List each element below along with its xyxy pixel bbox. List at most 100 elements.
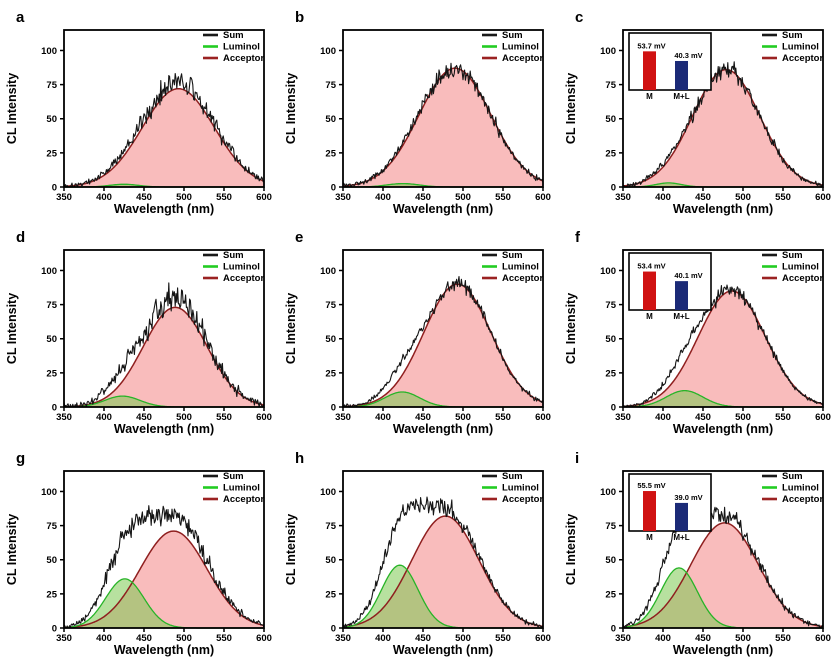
x-tick-label: 450 <box>695 633 711 644</box>
legend-label-sum: Sum <box>782 30 803 41</box>
legend-label-acceptor: Acceptor <box>223 494 264 505</box>
y-tick-label: 0 <box>611 183 616 194</box>
inset-bar-m+l <box>675 60 688 90</box>
legend-label-sum: Sum <box>782 250 803 261</box>
inset-box <box>628 32 712 91</box>
inset-bar-category: M <box>646 92 653 101</box>
panel-c-chart: c 350 400 450 500 550 600 0 25 50 75 100 Wavelength … <box>564 9 831 216</box>
y-tick-label: 75 <box>325 80 336 91</box>
legend-label-acceptor: Acceptor <box>782 494 823 505</box>
y-tick-label: 75 <box>46 521 57 532</box>
x-axis-label: Wavelength (nm) <box>673 202 773 216</box>
panel-i-chart: i 350 400 450 500 550 600 0 25 50 75 100 Wavelength … <box>564 450 831 657</box>
x-axis-label: Wavelength (nm) <box>393 643 493 657</box>
sum-curve <box>63 72 265 188</box>
legend-label-luminol: Luminol <box>223 483 260 494</box>
inset-box <box>628 252 712 311</box>
x-tick-label: 400 <box>96 192 112 203</box>
y-tick-label: 100 <box>600 46 616 57</box>
inset-bar-value: 53.4 mV <box>637 262 665 271</box>
acceptor-curve <box>343 283 544 408</box>
panel-b-chart: b 350 400 450 500 550 600 0 25 50 75 100 Wavelength … <box>284 9 551 216</box>
x-tick-label: 600 <box>256 192 272 203</box>
acceptor-fill-area <box>343 284 543 407</box>
panel-letter: a <box>16 9 25 26</box>
y-tick-label: 25 <box>46 368 57 379</box>
x-tick-label: 550 <box>775 412 791 423</box>
inset-bar-value: 39.0 mV <box>674 493 702 502</box>
x-tick-label: 550 <box>495 633 511 644</box>
y-tick-label: 0 <box>331 624 336 635</box>
x-tick-label: 350 <box>335 412 351 423</box>
acceptor-fill-area <box>64 307 264 407</box>
y-tick-label: 100 <box>600 487 616 498</box>
panel-b: b 350 400 450 500 550 600 0 25 50 75 100 Wavelength … <box>279 0 558 225</box>
plot-frame <box>622 29 824 188</box>
inset-bar-m+l <box>675 281 688 310</box>
x-axis-label: Wavelength (nm) <box>393 422 493 436</box>
legend-label-sum: Sum <box>502 30 523 41</box>
x-tick-label: 450 <box>695 412 711 423</box>
y-axis-label: CL Intensity <box>5 514 19 585</box>
y-tick-label: 0 <box>52 624 57 635</box>
panel-c: c 350 400 450 500 550 600 0 25 50 75 100 Wavelength … <box>559 0 838 225</box>
luminol-fill-area <box>64 578 264 628</box>
x-tick-label: 350 <box>615 192 631 203</box>
legend-label-acceptor: Acceptor <box>782 53 823 64</box>
y-axis-label: CL Intensity <box>564 293 578 364</box>
luminol-fill-area <box>343 392 543 407</box>
inset-bar-m <box>643 51 656 90</box>
x-tick-label: 400 <box>96 633 112 644</box>
y-tick-label: 25 <box>325 148 336 159</box>
y-tick-label: 25 <box>46 589 57 600</box>
x-tick-label: 450 <box>695 192 711 203</box>
legend-label-luminol: Luminol <box>502 262 539 273</box>
sum-curve <box>342 62 544 188</box>
y-tick-label: 50 <box>325 555 336 566</box>
sum-curve <box>622 61 824 188</box>
luminol-fill-area <box>64 396 264 407</box>
x-tick-label: 400 <box>655 633 671 644</box>
plot-frame <box>622 470 824 629</box>
plot-frame <box>63 470 265 629</box>
luminol-fill-area <box>623 182 823 187</box>
y-tick-label: 100 <box>320 266 336 277</box>
x-tick-label: 500 <box>735 633 751 644</box>
x-tick-label: 500 <box>176 412 192 423</box>
x-tick-label: 500 <box>455 192 471 203</box>
sum-curve <box>622 284 824 408</box>
y-tick-label: 75 <box>325 521 336 532</box>
legend-label-acceptor: Acceptor <box>502 273 543 284</box>
x-tick-label: 450 <box>136 412 152 423</box>
x-axis-label: Wavelength (nm) <box>114 643 214 657</box>
acceptor-fill-area <box>64 88 264 187</box>
y-tick-label: 50 <box>46 114 57 125</box>
y-axis-label: CL Intensity <box>564 514 578 585</box>
inset-bar-value: 53.7 mV <box>637 41 665 50</box>
x-tick-label: 400 <box>375 192 391 203</box>
x-tick-label: 350 <box>615 412 631 423</box>
x-tick-label: 600 <box>535 412 551 423</box>
x-tick-label: 350 <box>56 412 72 423</box>
y-tick-label: 100 <box>41 46 57 57</box>
y-tick-label: 100 <box>320 487 336 498</box>
x-tick-label: 350 <box>56 192 72 203</box>
legend-label-acceptor: Acceptor <box>502 53 543 64</box>
legend-label-luminol: Luminol <box>782 483 819 494</box>
y-tick-label: 75 <box>46 80 57 91</box>
y-axis-label: CL Intensity <box>5 73 19 144</box>
x-tick-label: 400 <box>375 412 391 423</box>
x-tick-label: 400 <box>655 192 671 203</box>
y-tick-label: 75 <box>325 300 336 311</box>
plot-frame <box>622 249 824 408</box>
y-tick-label: 100 <box>600 266 616 277</box>
panel-h: h 350 400 450 500 550 600 0 25 50 75 100 Wavelength … <box>279 441 558 666</box>
legend-label-sum: Sum <box>223 250 244 261</box>
x-tick-label: 550 <box>775 633 791 644</box>
legend-label-acceptor: Acceptor <box>223 53 264 64</box>
acceptor-fill-area <box>343 68 543 187</box>
x-tick-label: 500 <box>735 192 751 203</box>
legend-label-luminol: Luminol <box>502 42 539 53</box>
y-tick-label: 25 <box>605 368 616 379</box>
x-axis-label: Wavelength (nm) <box>393 202 493 216</box>
